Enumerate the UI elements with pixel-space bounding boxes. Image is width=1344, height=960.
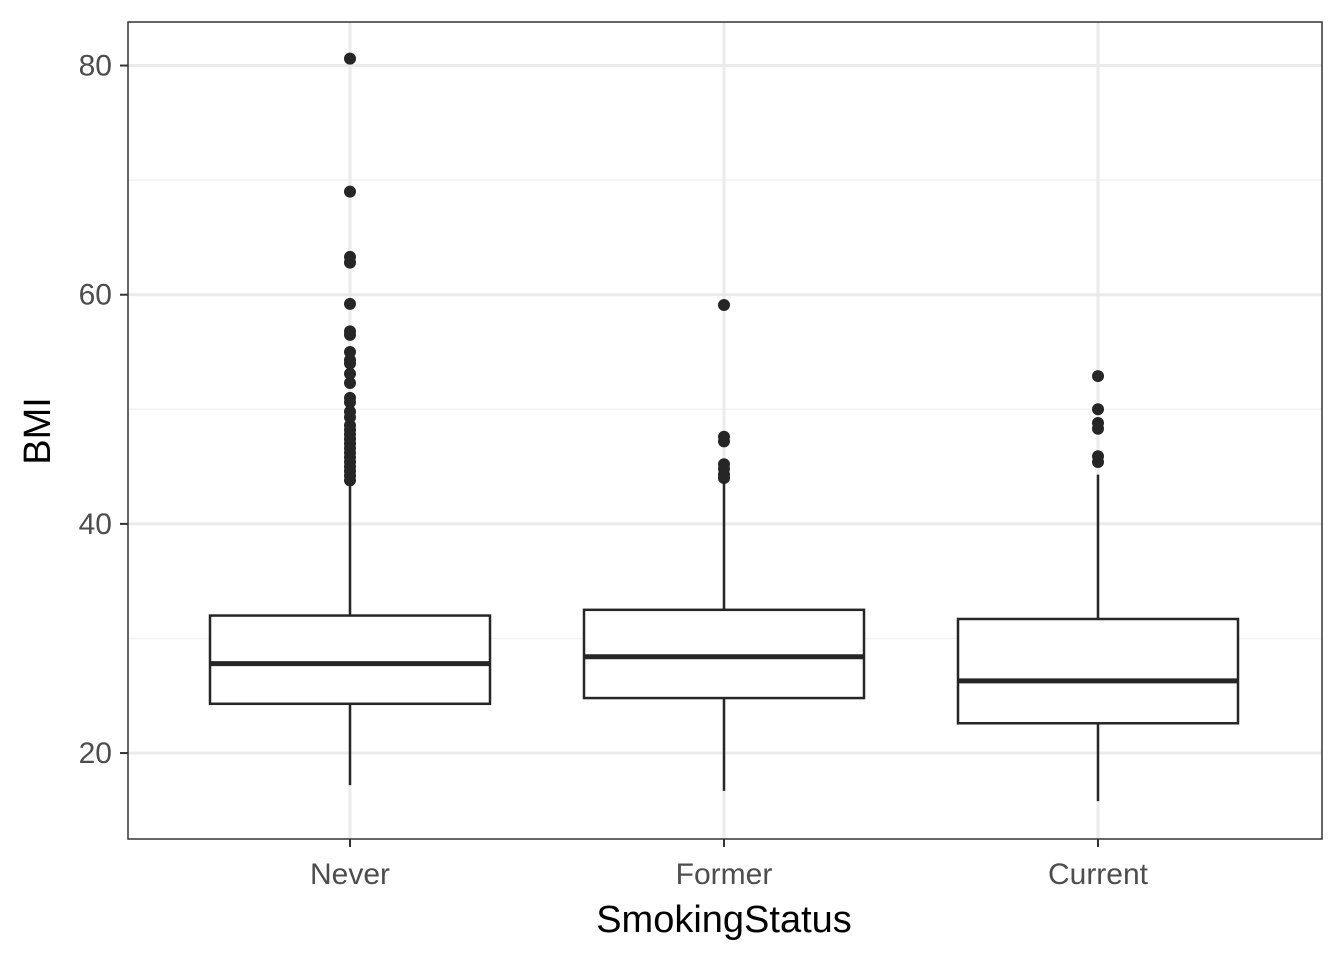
outlier-point [344,52,356,65]
y-tick-label: 60 [79,279,112,312]
iqr-box [582,608,866,700]
outlier-point [1092,456,1104,469]
outlier-point [344,474,356,487]
x-tick-label: Never [310,858,390,891]
outlier-point [344,256,356,269]
outlier-point [344,376,356,389]
y-tick-label: 20 [79,737,112,770]
outlier-point [718,435,730,448]
box-former [582,299,866,791]
outlier-point [344,297,356,310]
outlier-point [718,472,730,485]
iqr-box [956,617,1240,725]
box-plots [208,52,1240,802]
box-never [208,52,492,786]
x-axis-title: SmokingStatus [596,899,852,941]
y-tick-label: 80 [79,50,112,83]
outlier-point [718,299,730,312]
outlier-point [344,328,356,341]
axes: 20 40 60 80 Never Former Current [79,50,1149,891]
x-tick-label: Former [676,858,773,891]
outlier-point [344,367,356,380]
y-tick-label: 40 [79,508,112,541]
box-current [956,370,1240,802]
outlier-point [1092,403,1104,416]
x-tick-label: Current [1048,858,1149,891]
outlier-point [1092,370,1104,383]
y-axis-title: BMI [17,397,59,465]
iqr-box [208,614,492,706]
outlier-point [344,185,356,198]
outlier-point [344,357,356,370]
outlier-point [344,396,356,409]
outlier-point [1092,422,1104,435]
